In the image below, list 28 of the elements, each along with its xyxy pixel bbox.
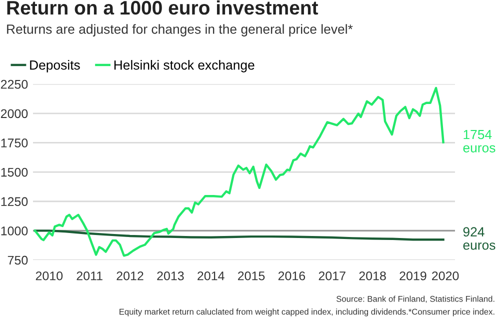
annotation: 924 euros <box>463 227 496 250</box>
line-series <box>34 230 444 241</box>
x-tick-label: 2014 <box>198 271 224 280</box>
x-tick-label: 2017 <box>318 271 346 280</box>
y-tick-label: 1250 <box>1 197 28 206</box>
annotation: 1754 euros <box>463 130 496 152</box>
x-tick-label: 2011 <box>76 271 102 280</box>
chart-title: Return on a 1000 euro investment <box>7 0 318 15</box>
legend-label: Deposits <box>30 60 80 72</box>
x-tick-label: 2010 <box>36 271 63 280</box>
x-tick-label: 2012 <box>116 271 144 280</box>
text: Equity market return caluclated from weight capped index, including dividends.*Consumer price index. <box>120 308 494 316</box>
chart-subtitle: Returns are adjusted for changes in the general price level* <box>7 24 353 36</box>
x-tick-label: 2019 <box>400 271 426 280</box>
y-tick-label: 1500 <box>1 168 28 177</box>
source-note: Source: Bank of Finland, Statistics Finland. <box>336 296 494 303</box>
y-tick-label: 1000 <box>1 226 28 236</box>
x-tick-label: 2015 <box>238 271 265 280</box>
x-tick-label: 2016 <box>278 271 306 280</box>
x-tick-label: 2018 <box>359 271 386 280</box>
y-tick-label: 2250 <box>0 80 28 89</box>
legend-label: Helsinki stock exchange <box>114 60 254 72</box>
y-tick-label: 1750 <box>1 138 28 148</box>
y-tick-label: 2000 <box>0 109 28 118</box>
x-tick-label: 2020 <box>432 271 459 280</box>
line-series <box>34 86 444 257</box>
y-tick-label: 750 <box>8 256 28 265</box>
x-tick-label: 2013 <box>157 271 184 280</box>
